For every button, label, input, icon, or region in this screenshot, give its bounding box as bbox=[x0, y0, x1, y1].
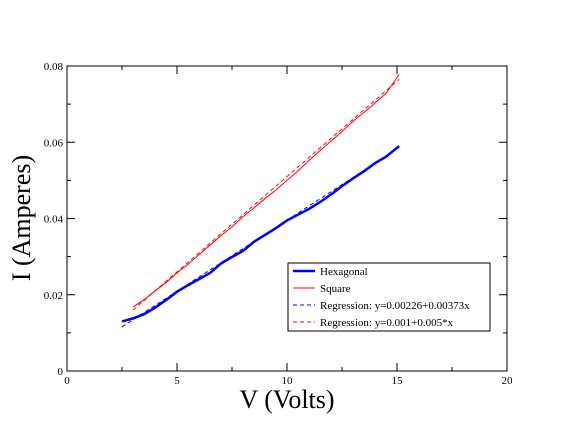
series-square-line bbox=[132, 74, 400, 308]
legend: Hexagonal Square Regression: y=0.00226+0… bbox=[287, 262, 491, 332]
x-tick-label: 10 bbox=[282, 375, 294, 387]
legend-label-regression-hexagonal: Regression: y=0.00226+0.00373x bbox=[320, 300, 470, 312]
legend-label-square: Square bbox=[320, 283, 351, 295]
x-tick-label: 0 bbox=[64, 375, 70, 387]
x-tick-label: 20 bbox=[502, 375, 514, 387]
axis-tick-labels: 0 5 10 15 20 0 0.02 0.04 0.06 0.08 bbox=[44, 61, 513, 387]
y-tick-label: 0.04 bbox=[44, 214, 64, 226]
series-regression-square-line bbox=[132, 78, 400, 311]
axis-ticks bbox=[66, 65, 508, 372]
y-tick-label: 0.06 bbox=[44, 137, 64, 149]
y-axis-title: I (Amperes) bbox=[7, 155, 36, 281]
y-tick-label: 0.02 bbox=[44, 290, 63, 302]
series-layer bbox=[121, 74, 400, 328]
legend-box bbox=[287, 262, 491, 332]
y-tick-label: 0 bbox=[58, 366, 64, 378]
x-tick-label: 15 bbox=[392, 375, 404, 387]
legend-label-hexagonal: Hexagonal bbox=[320, 266, 368, 278]
x-tick-label: 5 bbox=[174, 375, 180, 387]
series-regression-hexagonal-line bbox=[121, 147, 400, 328]
legend-label-regression-square: Regression: y=0.001+0.005*x bbox=[320, 317, 454, 329]
y-tick-label: 0.08 bbox=[44, 61, 64, 73]
x-axis-title: V (Volts) bbox=[239, 385, 334, 414]
